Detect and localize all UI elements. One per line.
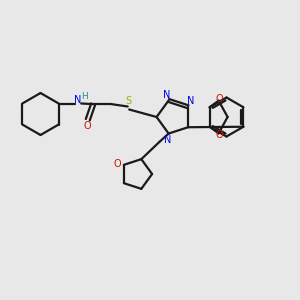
Text: N: N [187, 96, 194, 106]
Text: O: O [215, 130, 223, 140]
Text: N: N [164, 135, 171, 145]
Text: N: N [163, 90, 170, 100]
Text: N: N [74, 94, 82, 105]
Text: O: O [215, 94, 223, 104]
Text: S: S [125, 95, 131, 106]
Text: O: O [84, 121, 92, 131]
Text: H: H [81, 92, 88, 101]
Text: O: O [113, 159, 121, 169]
